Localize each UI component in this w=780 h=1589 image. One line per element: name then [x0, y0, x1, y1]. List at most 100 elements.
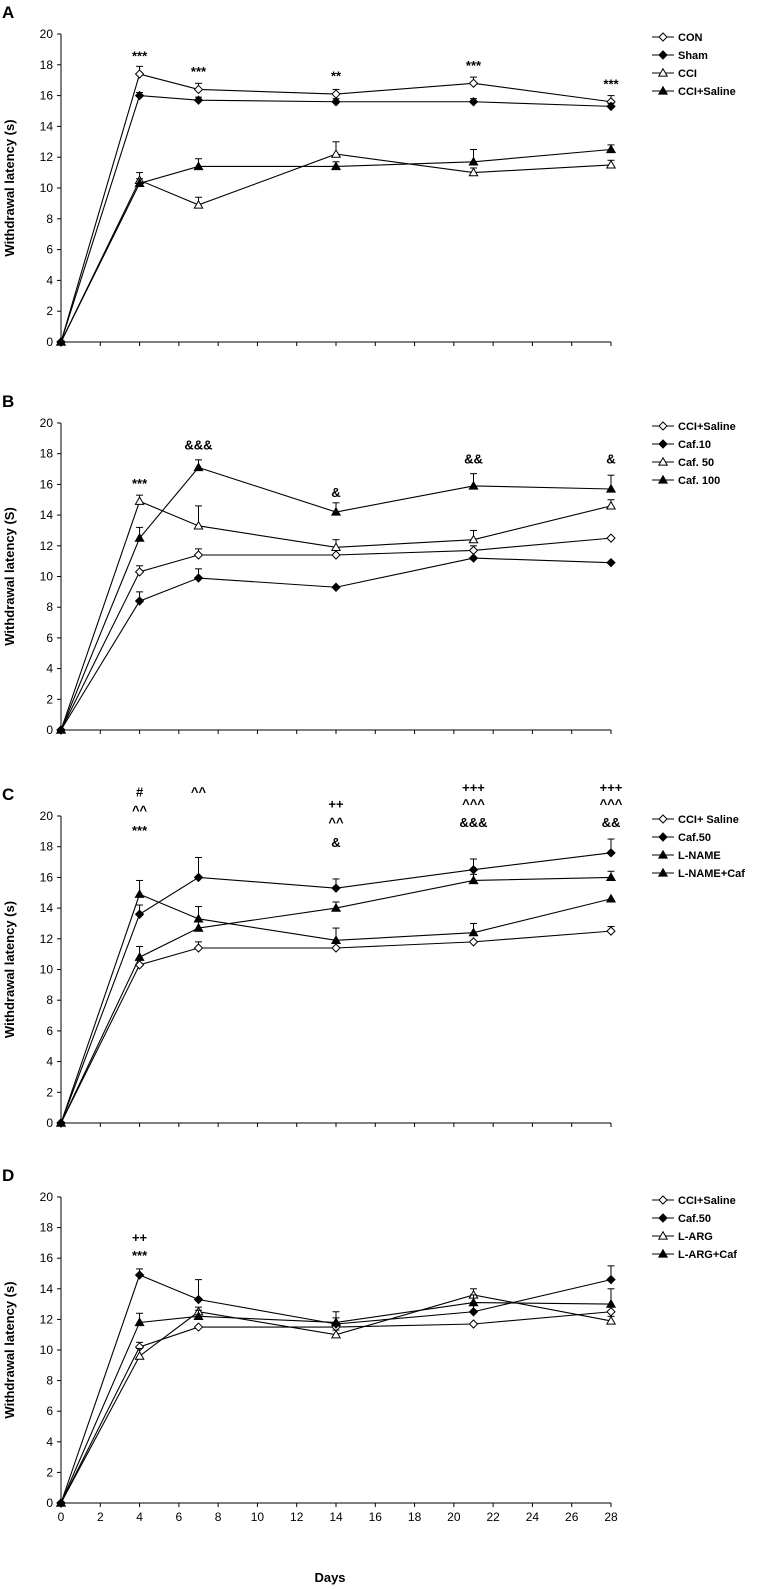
panel-c-significance-label: +++ — [600, 780, 623, 795]
panel-d-data-point — [193, 1311, 204, 1320]
panel-d-legend-label: L-ARG — [678, 1231, 713, 1243]
panel-d-series-line-1 — [60, 1274, 612, 1504]
panel-b-legend-label: CCI+Saline — [678, 421, 736, 433]
panel-a-significance-label: ** — [331, 69, 342, 84]
panel-c-data-point — [330, 935, 342, 944]
panel-d-data-point — [606, 1274, 616, 1285]
panel-b-series-line-3 — [60, 466, 612, 731]
panel-a-data-point — [55, 336, 67, 346]
panel-a-data-point — [468, 78, 479, 88]
panel-a-legend-label: CCI+Saline — [678, 86, 736, 98]
panel-d-data-point — [134, 1317, 145, 1327]
panel-d-x-tick-label: 18 — [408, 1510, 422, 1524]
panel-d-x-tick-label: 6 — [176, 1510, 183, 1524]
panel-a-series-line-1 — [60, 95, 612, 343]
panel-d-legend-label: L-ARG+Caf — [678, 1249, 737, 1261]
panel-d-legend-marker — [657, 1248, 669, 1258]
panel-b-series-line-1 — [60, 557, 612, 731]
panel-d-series-line-3 — [60, 1302, 612, 1504]
panel-b-significance-label: & — [331, 485, 340, 500]
panel-d-data-point — [605, 1315, 617, 1325]
panel-a-letter: A — [2, 3, 14, 22]
panel-a-data-point — [468, 97, 479, 107]
panel-d-x-tick-label: 16 — [369, 1510, 383, 1524]
panel-b-legend-label: Caf.10 — [678, 439, 711, 451]
panel-b-data-point — [330, 542, 342, 551]
panel-d-legend-marker — [658, 1195, 668, 1205]
panel-c-significance-label: ^^ — [328, 815, 344, 830]
panel-c-legend-label: CCI+ Saline — [678, 814, 739, 826]
panel-b-data-point — [605, 483, 617, 493]
panel-b-data-point — [330, 506, 342, 516]
panel-d-y-tick-label: 10 — [40, 1343, 54, 1357]
panel-d-legend-label: Caf.50 — [678, 1213, 711, 1225]
panel-d-series-line-2 — [60, 1294, 612, 1504]
panel-d-data-point — [193, 1322, 204, 1332]
panel-d-x-tick-label: 2 — [97, 1510, 104, 1524]
panel-b-data-point — [331, 550, 341, 560]
panel-d-data-point — [605, 1298, 617, 1308]
panel-c-y-tick-label: 4 — [46, 1055, 53, 1069]
panel-c-data-point — [193, 943, 204, 953]
panel-a-y-tick-label: 4 — [46, 273, 53, 287]
panel-d-x-tick-label: 12 — [290, 1510, 304, 1524]
panel-c-data-point — [605, 893, 617, 903]
panel-b-data-point — [134, 532, 145, 542]
panel-c-legend-label: L-NAME+Caf — [678, 868, 745, 880]
panel-d-series-line-0 — [60, 1311, 612, 1504]
panel-c-y-tick-label: 10 — [40, 963, 54, 977]
panel-c-series-line-2 — [60, 893, 612, 1124]
panel-d-y-tick-label: 6 — [46, 1404, 53, 1418]
panel-c-y-tick-label: 8 — [46, 993, 53, 1007]
panel-c-y-tick-label: 12 — [40, 932, 54, 946]
panel-d-x-tick-label: 4 — [136, 1510, 143, 1524]
panel-d-y-tick-label: 8 — [46, 1374, 53, 1388]
panel-a-legend-label: CON — [678, 32, 703, 44]
panel-c-data-point — [330, 902, 342, 912]
panel-a-legend-label: Sham — [678, 50, 708, 62]
panel-c-data-point — [331, 883, 341, 893]
panel-a-data-point — [193, 199, 204, 209]
panel-b-data-point — [134, 596, 145, 606]
panel-a-data-point — [193, 161, 204, 171]
panel-d-y-tick-label: 2 — [46, 1465, 53, 1479]
panel-c-y-tick-label: 20 — [40, 809, 54, 823]
panel-a-data-point — [331, 89, 341, 99]
panel-c-y-axis-title: Withdrawal latency (s) — [2, 901, 17, 1038]
panel-c-data-point — [606, 926, 616, 936]
panel-a-data-point — [331, 97, 341, 107]
panel-b-data-point — [468, 480, 479, 490]
panel-b-series-line-0 — [60, 537, 612, 731]
panel-d-x-tick-label: 8 — [215, 1510, 222, 1524]
panel-c-significance-label: &&& — [459, 815, 487, 830]
panel-d-x-tick-label: 26 — [565, 1510, 579, 1524]
panel-c-significance-label: ^^^ — [600, 797, 623, 812]
panel-b-data-point — [193, 462, 204, 472]
panel-b-data-point — [134, 496, 145, 505]
panel-b-data-point — [193, 520, 204, 530]
panel-a-legend-marker — [658, 50, 668, 60]
panel-d-legend-marker — [657, 1230, 669, 1240]
panel-a-significance-label: *** — [603, 76, 619, 91]
panel-c-data-point — [468, 927, 479, 937]
panel-d-y-tick-label: 18 — [40, 1221, 54, 1235]
panel-b-y-tick-label: 2 — [46, 692, 53, 706]
panel-a-significance-label: *** — [466, 58, 482, 73]
panel-b-legend-label: Caf. 50 — [678, 457, 714, 469]
panel-c-significance-label: & — [331, 835, 340, 850]
panel-a-series-line-2 — [60, 153, 612, 343]
panel-c-legend-label: L-NAME — [678, 850, 721, 862]
panel-a-data-point — [193, 95, 204, 105]
panel-a-legend-marker — [657, 67, 669, 77]
panel-d-x-tick-label: 10 — [251, 1510, 265, 1524]
panel-d-legend-label: CCI+Saline — [678, 1195, 736, 1207]
panel-b-y-tick-label: 8 — [46, 600, 53, 614]
panel-d-y-tick-label: 0 — [46, 1496, 53, 1510]
panel-b-y-tick-label: 20 — [40, 416, 54, 430]
panel-c-data-point — [193, 872, 204, 883]
panel-b-data-point — [468, 553, 479, 563]
panel-a-series-line-0 — [60, 73, 612, 343]
panel-a-data-point — [134, 69, 145, 79]
panel-c-data-point — [134, 909, 145, 919]
